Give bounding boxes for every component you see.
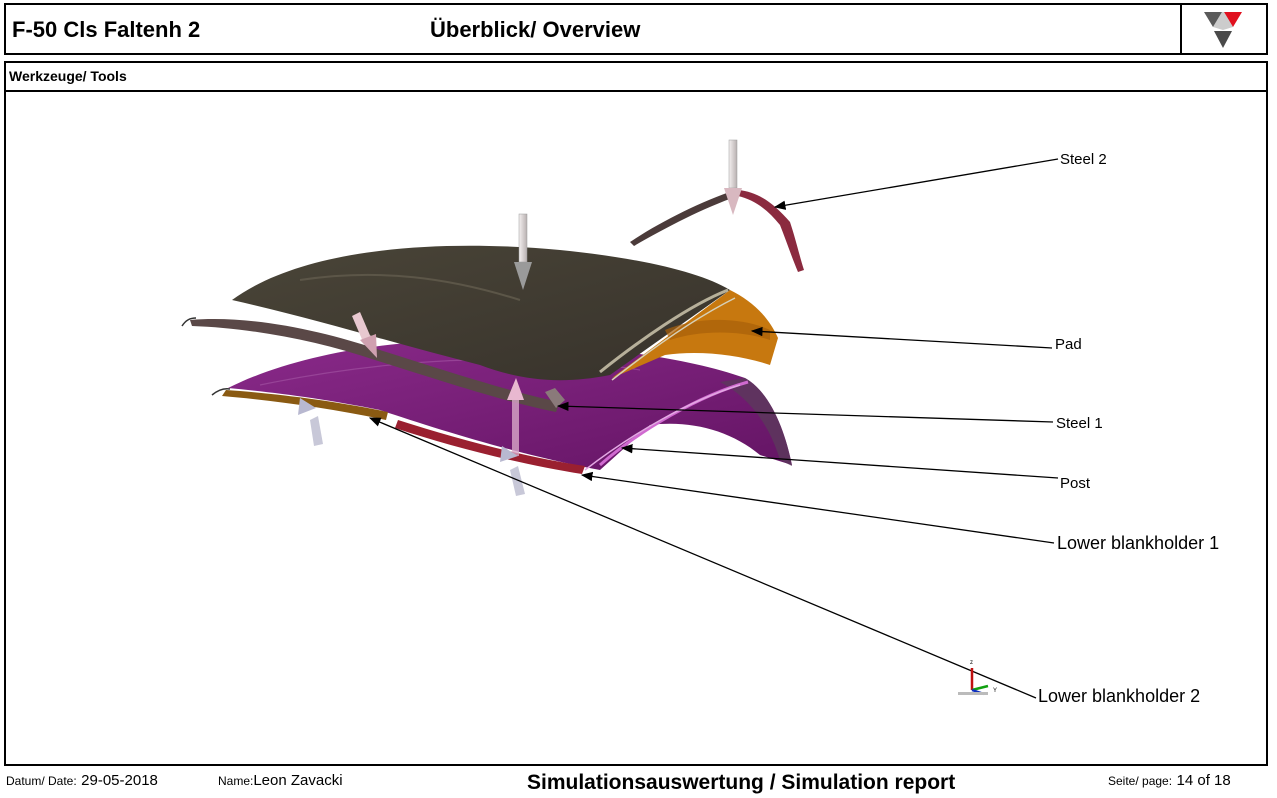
logo-triangle-left-icon: [1204, 12, 1222, 27]
report-header: F-50 Cls Faltenh 2 Überblick/ Overview: [4, 3, 1268, 55]
lower-blankholder-1-tool: [395, 420, 585, 474]
logo-triangle-bottom-icon: [1214, 31, 1232, 48]
label-pad: Pad: [1055, 336, 1082, 353]
footer-date: Datum/ Date: 29-05-2018: [6, 772, 158, 796]
tools-section: Werkzeuge/ Tools: [4, 61, 1268, 766]
pad-tool: [232, 245, 778, 381]
page-value: 14 of 18: [1176, 772, 1231, 789]
date-label: Datum/ Date:: [6, 774, 77, 788]
company-logo: [1180, 5, 1266, 53]
leader-steel-1: [556, 401, 1054, 423]
footer-page: Seite/ page: 14 of 18: [1108, 772, 1231, 796]
label-steel-1: Steel 1: [1056, 415, 1103, 432]
post-tool: [228, 340, 792, 471]
name-value: Leon Zavacki: [253, 772, 343, 789]
arrow-down-icon: [514, 213, 532, 290]
page-label: Seite/ page:: [1108, 774, 1173, 788]
logo-triangle-right-icon: [1224, 12, 1242, 27]
arrow-up-icon: [507, 378, 524, 456]
footer-name: Name:Leon Zavacki: [218, 772, 343, 796]
leader-lines: [368, 158, 1059, 699]
label-post: Post: [1060, 475, 1091, 492]
leader-lower-blankholder-1: [580, 471, 1055, 544]
label-steel-2: Steel 2: [1060, 151, 1107, 168]
arrow-down-icon: [724, 139, 742, 215]
report-title: F-50 Cls Faltenh 2: [12, 17, 201, 42]
section-title: Werkzeuge/ Tools: [9, 68, 127, 84]
label-lower-blankholder-2: Lower blankholder 2: [1038, 686, 1201, 706]
steel-2-tool: [630, 190, 804, 272]
label-lower-blankholder-1: Lower blankholder 1: [1057, 533, 1220, 553]
motion-arrows: [298, 139, 742, 496]
leader-lower-blankholder-2: [368, 417, 1037, 699]
overview-title: Überblick/ Overview: [430, 17, 641, 42]
footer-report-title: Simulationsauswertung / Simulation repor…: [527, 771, 956, 794]
name-label: Name:: [218, 774, 254, 788]
leader-pad: [750, 326, 1053, 349]
arrow-up-icon: [500, 446, 525, 496]
leader-steel-2: [773, 158, 1059, 210]
axis-y-label: Y: [993, 688, 997, 694]
date-value: 29-05-2018: [81, 772, 158, 789]
axis-z-label: z: [970, 660, 973, 666]
axis-triad-icon: z Y: [958, 660, 997, 696]
section-header: Werkzeuge/ Tools: [6, 63, 1266, 92]
arrow-up-icon: [298, 398, 323, 446]
leader-post: [620, 444, 1059, 479]
arrow-down-icon: [352, 312, 377, 358]
